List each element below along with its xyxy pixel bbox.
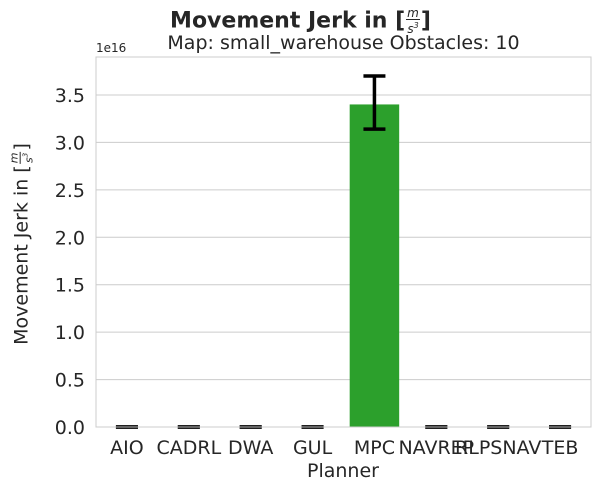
y-tick-label: 0.5 bbox=[55, 370, 85, 392]
x-tick-label: MPC bbox=[354, 437, 395, 459]
plot-frame bbox=[95, 56, 592, 428]
x-axis-label: Planner bbox=[307, 460, 379, 482]
x-tick-label: TEB bbox=[541, 437, 579, 459]
y-tick-label: 1.0 bbox=[55, 322, 85, 344]
chart-title-text: Movement Jerk in [ bbox=[170, 8, 406, 34]
y-axis-offset-text: 1e16 bbox=[96, 41, 127, 55]
chart-subtitle: Map: small_warehouse Obstacles: 10 bbox=[167, 32, 520, 54]
y-tick-label: 3.5 bbox=[55, 85, 85, 107]
title-unit-denominator: s3 bbox=[406, 20, 420, 35]
y-tick-labels: 0.0 0.5 1.0 1.5 2.0 2.5 3.0 3.5 bbox=[55, 85, 85, 439]
chart-title: Movement Jerk in [m s3] bbox=[0, 6, 601, 35]
chart-title-unit: m s3 bbox=[406, 6, 420, 35]
x-tick-label: RLPSNAV bbox=[455, 437, 541, 459]
title-unit-den-exp: 3 bbox=[413, 21, 419, 30]
error-bars bbox=[115, 74, 572, 429]
x-tick-label: DWA bbox=[228, 437, 273, 459]
x-tick-label: CADRL bbox=[156, 437, 221, 459]
grid-lines bbox=[96, 94, 591, 428]
title-unit-numerator: m bbox=[406, 6, 420, 20]
bars bbox=[349, 104, 400, 427]
y-tick-label: 2.0 bbox=[55, 227, 85, 249]
y-tick-label: 1.5 bbox=[55, 275, 85, 297]
y-tick-label: 0.0 bbox=[55, 417, 85, 439]
bar-mpc bbox=[349, 104, 400, 427]
y-tick-label: 3.0 bbox=[55, 132, 85, 154]
x-tick-label: AIO bbox=[110, 437, 144, 459]
title-unit-den-base: s bbox=[407, 22, 414, 36]
chart-title-close: ] bbox=[420, 8, 431, 34]
x-tick-label: NAVREP bbox=[398, 437, 474, 459]
y-tick-label: 2.5 bbox=[55, 180, 85, 202]
x-tick-label: GUL bbox=[293, 437, 333, 459]
